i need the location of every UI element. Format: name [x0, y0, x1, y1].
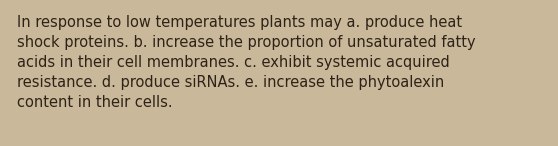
Text: In response to low temperatures plants may a. produce heat
shock proteins. b. in: In response to low temperatures plants m…: [17, 15, 475, 110]
